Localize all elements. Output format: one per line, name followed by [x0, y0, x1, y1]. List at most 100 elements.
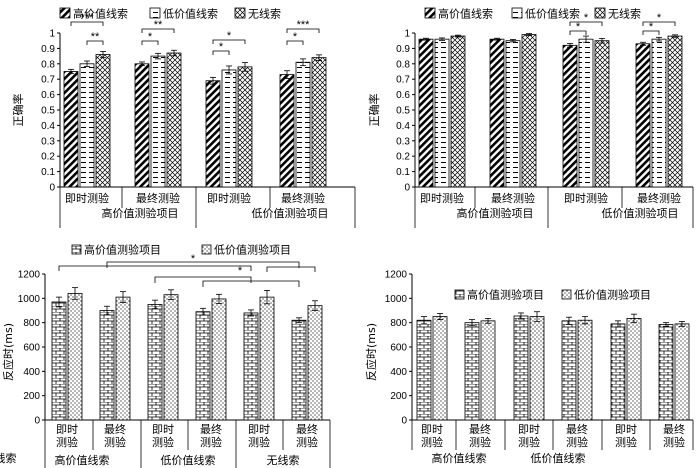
- significance-bracket: [286, 28, 320, 33]
- bar: [505, 40, 521, 188]
- legend-swatch: [234, 7, 246, 19]
- bar: [99, 310, 115, 421]
- y-tick-label: 0: [49, 183, 55, 194]
- y-tick-label: 800: [23, 318, 40, 329]
- y-tick-label: 0: [34, 416, 40, 427]
- category-label: 即时测验: [615, 423, 637, 449]
- legend-swatch: [149, 7, 161, 19]
- y-tick-label: 0.9: [396, 44, 410, 55]
- bar: [594, 40, 610, 188]
- significance-label: *: [584, 12, 589, 24]
- category-label: 最终测验: [491, 191, 535, 205]
- legend-label: 低价值线索: [525, 7, 580, 21]
- y-tick-label: 0.8: [396, 59, 410, 70]
- significance-label: *: [191, 253, 196, 265]
- significance-label: *: [576, 21, 581, 33]
- category-label: 即时测验: [152, 423, 174, 449]
- legend-label: 高价值线索: [438, 7, 493, 21]
- bar: [480, 320, 496, 421]
- bar: [211, 298, 227, 421]
- bar: [561, 320, 577, 421]
- legend-swatch: [561, 289, 572, 300]
- group-label: 高价值线索: [432, 451, 487, 465]
- bar: [307, 305, 323, 421]
- category-label: 最终测验: [637, 191, 681, 205]
- y-tick-label: 0.1: [396, 167, 410, 178]
- bar: [279, 74, 295, 188]
- significance-label: ***: [297, 19, 311, 31]
- significance-bracket: [569, 30, 587, 35]
- bar: [63, 71, 79, 188]
- bar: [221, 69, 237, 188]
- category-label: 即时测验: [56, 423, 78, 449]
- bar: [243, 312, 259, 421]
- significance-bracket: [266, 266, 316, 272]
- bar: [134, 63, 150, 188]
- legend-label: 高价值测验项目: [84, 243, 161, 257]
- y-tick-label: 0.4: [396, 121, 410, 132]
- legend-label: 低价值线索: [163, 7, 218, 21]
- bar: [163, 294, 179, 421]
- category-label: 最终测验: [200, 422, 222, 449]
- y-tick-label: 1000: [385, 294, 408, 305]
- legend-label: 无线索: [608, 7, 641, 21]
- bar: [578, 38, 594, 188]
- group-label: 低价值线索: [161, 453, 216, 467]
- bar: [667, 35, 683, 188]
- bar: [95, 54, 111, 188]
- category-label: 最终测验: [296, 422, 318, 449]
- significance-bracket: [212, 50, 230, 55]
- y-tick-label: 0: [401, 416, 407, 427]
- y-axis-label: 正确率: [367, 94, 381, 127]
- group-label: 无线索: [0, 451, 17, 465]
- bar: [51, 301, 67, 421]
- significance-bracket: [154, 276, 252, 283]
- group-label: 无线索: [267, 453, 300, 467]
- category-label: 即时测验: [421, 423, 443, 449]
- y-axis-label: 正确率: [11, 94, 25, 127]
- bar: [205, 80, 221, 188]
- y-tick-label: 0.3: [396, 136, 410, 147]
- y-tick-label: 600: [23, 343, 40, 354]
- y-tick-label: 0: [404, 183, 410, 194]
- legend-swatch: [71, 244, 82, 255]
- group-label: 高价值测验项目: [457, 206, 534, 220]
- bar: [521, 34, 537, 188]
- y-axis-label: 反应时(ms): [1, 323, 15, 381]
- significance-bracket: [286, 40, 304, 45]
- y-tick-label: 400: [23, 367, 40, 378]
- legend-label: 低价值测验项目: [574, 288, 651, 302]
- bar: [237, 66, 253, 188]
- bar: [651, 38, 667, 188]
- bar: [166, 52, 182, 188]
- bar: [115, 296, 131, 421]
- significance-label: *: [649, 21, 654, 33]
- bar: [489, 38, 505, 188]
- bar: [295, 61, 311, 188]
- bar: [259, 296, 275, 421]
- bar: [610, 323, 626, 421]
- bar: [450, 35, 466, 188]
- legend-label: 高价值线索: [73, 7, 128, 21]
- chart-3: 0 200 400 600 800 1000 1200 反应时(ms) 高价值测验项目 低价值测验…: [1, 243, 331, 468]
- bar: [432, 316, 448, 421]
- bar: [150, 55, 166, 188]
- bar: [195, 311, 211, 421]
- y-tick-label: 0.5: [41, 106, 55, 117]
- category-label: 即时测验: [207, 191, 251, 205]
- y-tick-label: 0.4: [41, 121, 55, 132]
- bar: [513, 315, 529, 421]
- bar: [529, 316, 545, 421]
- category-label: 最终测验: [281, 191, 325, 205]
- y-tick-label: 600: [390, 343, 407, 354]
- significance-label: **: [154, 19, 163, 31]
- category-label: 最终测验: [104, 422, 126, 449]
- y-tick-label: 400: [390, 367, 407, 378]
- bar: [562, 44, 578, 188]
- significance-label: *: [238, 265, 243, 277]
- y-tick-label: 200: [390, 391, 407, 402]
- category-label: 即时测验: [518, 423, 540, 449]
- significance-bracket: [642, 21, 676, 26]
